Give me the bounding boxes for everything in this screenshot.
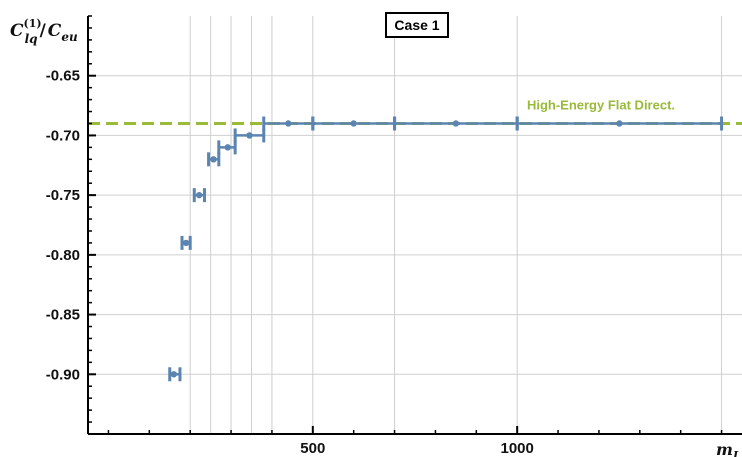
reference-layer: High-Energy Flat Direct. <box>88 97 742 125</box>
data-point-group <box>262 116 315 131</box>
data-point <box>210 156 217 163</box>
xlabel-sub: L <box>732 449 741 457</box>
y-tick-label: -0.70 <box>46 127 80 144</box>
grid-layer <box>88 16 742 434</box>
xlabel-base: m <box>716 440 733 457</box>
y-tick-label: -0.90 <box>46 366 80 383</box>
chart-title-box <box>385 12 449 38</box>
y-axis-title: C(1) lq / Ceu <box>10 17 78 46</box>
data-point-group <box>393 116 519 131</box>
ylabel-sep: / <box>40 21 47 41</box>
axes-layer: -0.65 -0.70 -0.75 -0.80 -0.85 -0.90 500 1000 <box>46 15 742 457</box>
ylabel-sup: (1) <box>24 17 42 30</box>
data-point-group <box>515 116 724 131</box>
data-point-group <box>207 152 221 167</box>
data-point <box>616 120 623 127</box>
y-tick-label: -0.85 <box>46 307 80 324</box>
y-tick-label: -0.65 <box>46 68 80 85</box>
x-tick-label: 500 <box>300 440 325 457</box>
y-tick-label: -0.75 <box>46 187 80 204</box>
data-point <box>170 371 178 378</box>
data-point <box>195 191 203 199</box>
data-point-group <box>233 128 266 143</box>
x-axis-title: mL <box>716 440 741 457</box>
ylabel-den-sub: eu <box>61 30 78 44</box>
x-tick-label: 1000 <box>501 440 534 457</box>
y-tick-label: -0.80 <box>46 247 80 264</box>
data-point-group <box>217 140 237 155</box>
data-point <box>285 120 292 127</box>
data-point <box>182 239 190 247</box>
ylabel-sub: lq <box>25 32 38 46</box>
reference-line-label: High-Energy Flat Direct. <box>527 97 675 112</box>
ylabel-den-base: C <box>48 21 62 41</box>
data-point-group <box>180 235 192 250</box>
data-point <box>224 144 231 151</box>
data-point <box>246 132 253 139</box>
data-point-group <box>192 188 206 203</box>
data-point-group <box>168 367 182 382</box>
data-point <box>350 120 357 127</box>
ylabel-base: C <box>10 21 24 41</box>
data-layer <box>168 116 724 382</box>
data-point-group <box>311 116 397 131</box>
data-point <box>452 120 460 127</box>
chart-title: Case 1 <box>394 17 439 33</box>
